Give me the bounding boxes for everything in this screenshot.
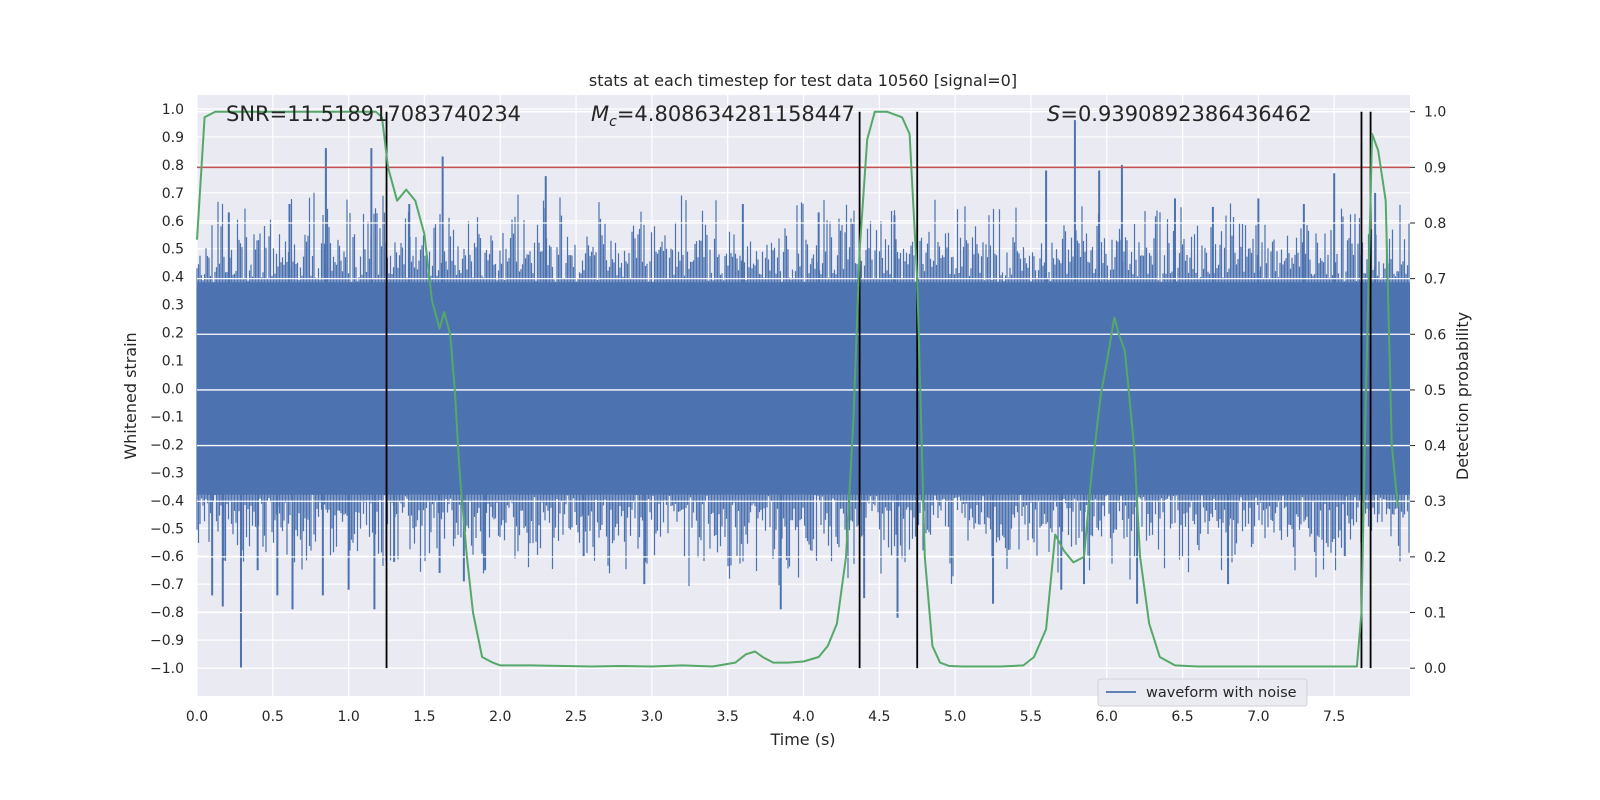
left-y-tick-label: −0.3: [150, 465, 184, 481]
detection-probability-line: [196, 110, 1399, 668]
legend-box: [1097, 678, 1308, 707]
left-y-tick-label: −0.5: [150, 521, 184, 537]
left-y-tick-label: 1.0: [162, 102, 184, 118]
right-y-axis-label: Detection probability: [1453, 312, 1472, 480]
left-y-axis-label: Whitened strain: [121, 332, 140, 459]
left-y-tick-label: −0.4: [150, 493, 184, 509]
left-y-tick-label: 0.4: [162, 270, 184, 286]
x-tick-label: 7.5: [1323, 709, 1345, 725]
left-y-tick-label: 0.1: [162, 354, 184, 370]
mc-symbol: M: [591, 102, 609, 126]
x-tick-labels: 0.0 0.5 1.0 1.5 2.0 2.5 3.0 3.5 4.0 4.5 5.0 5.5 6.0 6…: [186, 709, 1345, 725]
left-y-tick-label: 0.7: [162, 186, 184, 202]
right-y-tick-label: 1.0: [1424, 105, 1446, 121]
left-y-tick-label: 0.6: [162, 214, 184, 230]
x-tick-label: 1.5: [413, 709, 435, 725]
right-y-tick-label: 0.4: [1424, 439, 1446, 455]
snr-annotation: SNR=11.518917083740234: [226, 102, 521, 126]
right-y-tick-label: 0.2: [1424, 550, 1446, 566]
x-tick-label: 5.0: [944, 709, 966, 725]
left-y-tick-label: −0.7: [150, 577, 184, 593]
left-y-tick-label: 0.0: [162, 382, 184, 398]
right-y-tick-labels: 1.0 0.9 0.8 0.7 0.6 0.5 0.4 0.3 0.2 0.1 0.0: [1410, 105, 1446, 677]
x-tick-label: 1.0: [337, 709, 359, 725]
mc-subscript: c: [609, 114, 617, 130]
right-y-tick-label: 0.0: [1424, 661, 1446, 677]
x-tick-label: 3.0: [641, 709, 663, 725]
mc-value: =4.808634281158447: [617, 102, 855, 126]
left-y-tick-label: −1.0: [150, 661, 184, 677]
left-y-tick-labels: 1.0 0.9 0.8 0.7 0.6 0.5 0.4 0.3 0.2 0.1 0.0 −0.1 −0.…: [150, 102, 184, 677]
legend-entry: waveform with noise: [1146, 685, 1297, 701]
left-y-tick-label: −0.2: [150, 437, 184, 453]
x-tick-label: 5.5: [1020, 709, 1042, 725]
left-y-tick-label: −0.1: [150, 409, 184, 425]
chart-title: stats at each timestep for test data 105…: [589, 71, 1017, 90]
x-tick-label: 6.5: [1171, 709, 1193, 725]
left-y-tick-label: −0.6: [150, 549, 184, 565]
left-y-tick-label: 0.2: [162, 326, 184, 342]
left-y-tick-label: 0.9: [162, 130, 184, 146]
left-y-tick-label: 0.3: [162, 298, 184, 314]
right-y-tick-label: 0.8: [1424, 216, 1446, 232]
x-axis-label: Time (s): [769, 730, 835, 749]
x-tick-label: 0.5: [262, 709, 284, 725]
x-tick-label: 3.5: [717, 709, 739, 725]
x-tick-label: 6.0: [1096, 709, 1118, 725]
x-tick-label: 2.0: [489, 709, 511, 725]
left-y-tick-label: −0.9: [150, 633, 184, 649]
waveform-series: [196, 120, 1410, 669]
left-y-tick-label: 0.8: [162, 158, 184, 174]
mc-annotation: Mc=4.808634281158447: [591, 102, 855, 130]
x-tick-label: 0.0: [186, 709, 208, 725]
right-y-tick-label: 0.3: [1424, 494, 1446, 510]
s-annotation: S=0.9390892386436462: [1047, 102, 1312, 126]
x-tick-label: 2.5: [565, 709, 587, 725]
x-tick-label: 7.0: [1247, 709, 1269, 725]
x-tick-label: 4.5: [868, 709, 890, 725]
right-y-tick-label: 0.6: [1424, 327, 1446, 343]
left-y-tick-label: −0.8: [150, 605, 184, 621]
s-value: =0.9390892386436462: [1060, 102, 1311, 126]
right-y-tick-label: 0.1: [1424, 606, 1446, 622]
right-y-tick-label: 0.9: [1424, 160, 1446, 176]
s-symbol: S: [1047, 102, 1060, 126]
right-y-tick-label: 0.5: [1424, 383, 1446, 399]
x-tick-label: 4.0: [792, 709, 814, 725]
left-y-tick-label: 0.5: [162, 242, 184, 258]
legend: waveform with noise: [1097, 678, 1308, 707]
right-y-tick-label: 0.7: [1424, 272, 1446, 288]
